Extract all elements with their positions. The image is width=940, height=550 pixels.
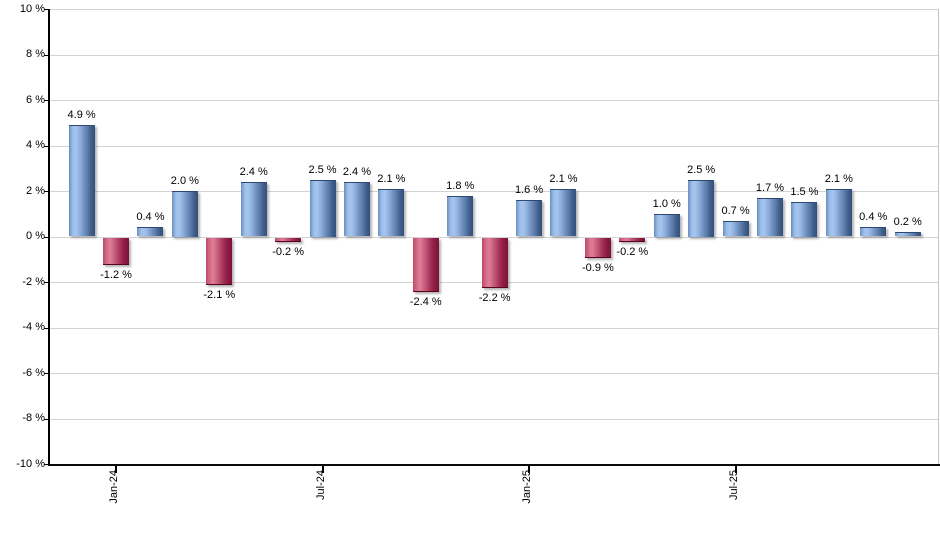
bar <box>206 237 233 286</box>
bar <box>894 231 921 237</box>
y-axis-tick <box>44 191 50 192</box>
bar-value-label: 0.4 % <box>136 211 165 224</box>
y-axis-tick <box>44 145 50 147</box>
bar <box>378 188 405 237</box>
gridline <box>50 145 938 147</box>
y-axis-label: -2 % <box>22 275 45 288</box>
bar-value-label: 2.0 % <box>170 175 199 187</box>
bar <box>137 227 164 237</box>
bar-value-label: -2.2 % <box>478 291 511 304</box>
x-axis-label: Jul-24 <box>314 470 327 500</box>
bar-value-label: 2.1 % <box>377 172 406 185</box>
bar <box>825 188 852 237</box>
y-axis-tick <box>44 373 50 374</box>
x-axis-line <box>48 464 940 466</box>
bar-value-label: 0.4 % <box>859 211 888 224</box>
bar-value-label: 4.9 % <box>67 109 96 122</box>
bar-value-label: 2.4 % <box>342 165 372 178</box>
bar <box>447 195 474 237</box>
bar-value-label: -1.2 % <box>100 268 132 281</box>
bar <box>275 237 302 243</box>
x-axis-tick <box>528 466 531 473</box>
bar <box>688 179 715 237</box>
bar-value-label: 1.8 % <box>446 179 475 192</box>
y-axis-label: -10 % <box>16 457 45 470</box>
bar <box>103 237 130 265</box>
bar <box>68 125 95 237</box>
gridline <box>50 54 938 56</box>
y-axis-label: 2 % <box>26 184 45 197</box>
y-axis-label: 0 % <box>26 230 45 242</box>
bar <box>343 181 370 237</box>
bar-value-label: 0.7 % <box>721 204 750 217</box>
gridline <box>50 327 938 329</box>
bar <box>653 213 680 237</box>
gridline <box>50 373 938 374</box>
bar <box>309 179 336 237</box>
bar-value-label: 0.2 % <box>893 215 922 228</box>
plot-right-border <box>938 9 939 464</box>
bar-value-label: 1.0 % <box>652 197 681 210</box>
y-axis-tick <box>44 236 50 238</box>
x-axis-tick <box>321 466 324 473</box>
bar <box>550 188 577 237</box>
gridline <box>50 100 938 101</box>
x-axis-label: Jan-24 <box>108 470 121 504</box>
x-axis-tick <box>115 466 118 473</box>
bar-value-label: -2.1 % <box>203 289 236 302</box>
bar <box>791 202 818 237</box>
y-axis-tick <box>44 9 50 10</box>
y-axis-label: -6 % <box>22 366 45 379</box>
y-axis-tick <box>44 282 50 283</box>
bar <box>240 181 267 237</box>
y-axis-label: -4 % <box>22 321 45 333</box>
y-axis-label: 4 % <box>26 139 45 151</box>
gridline <box>50 191 938 192</box>
x-axis-label: Jul-25 <box>727 470 740 500</box>
bar-value-label: 1.7 % <box>755 181 785 194</box>
bar-value-label: -0.9 % <box>581 261 614 274</box>
bar <box>481 237 508 288</box>
bar-value-label: 2.4 % <box>239 165 268 178</box>
x-axis-label: Jan-25 <box>521 470 534 504</box>
bar-value-label: 1.5 % <box>790 186 819 199</box>
y-axis-tick <box>44 100 50 101</box>
bar-value-label: -0.2 % <box>616 246 649 259</box>
y-axis-label: 6 % <box>26 93 45 106</box>
bar <box>171 191 198 237</box>
bar <box>722 220 749 237</box>
bar <box>619 237 646 243</box>
bar-value-label: 2.5 % <box>687 163 716 176</box>
bar <box>516 200 543 237</box>
y-axis-label: 10 % <box>19 2 45 15</box>
x-axis-tick <box>734 466 737 473</box>
bar <box>757 197 783 237</box>
bar-value-label: -2.4 % <box>409 296 442 309</box>
y-axis-tick <box>44 54 50 56</box>
y-axis-line <box>48 9 50 466</box>
bar <box>860 227 887 237</box>
bar-value-label: 1.6 % <box>514 184 544 197</box>
gridline <box>50 9 938 10</box>
gridline <box>50 236 938 238</box>
bar-value-label: 2.5 % <box>308 163 337 176</box>
bar <box>412 237 439 293</box>
y-axis-tick <box>44 327 50 329</box>
y-axis-tick <box>44 418 50 420</box>
y-axis-tick <box>44 464 50 465</box>
bar-value-label: 2.1 % <box>549 172 578 185</box>
gridline <box>50 418 938 420</box>
y-axis-label: -8 % <box>22 412 45 424</box>
bar <box>584 237 611 258</box>
bar-value-label: 2.1 % <box>824 172 853 185</box>
bar-value-label: -0.2 % <box>272 246 305 259</box>
y-axis-label: 8 % <box>26 48 45 60</box>
